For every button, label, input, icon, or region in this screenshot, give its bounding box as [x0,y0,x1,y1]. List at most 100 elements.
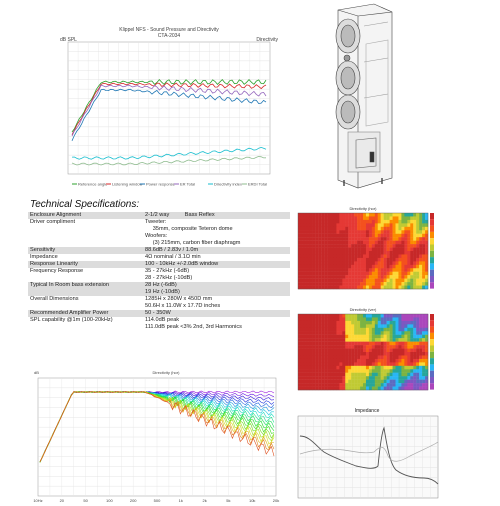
heat-cell [298,372,302,377]
heat-cell [416,240,420,245]
heat-cell [371,230,376,234]
heat-cell [371,254,376,259]
heat-cell [327,285,331,290]
heat-cell [315,278,319,283]
heat-cell [333,244,337,248]
heat-cell [306,271,311,276]
heat-cell [333,348,337,353]
heat-cell [309,383,313,387]
heat-cell [360,278,364,283]
heat-cell [300,345,305,349]
heat-cell [365,362,370,367]
heat-cell [365,247,370,252]
heat-cell [374,219,378,224]
heat-cell [389,268,393,272]
heat-cell [321,334,325,339]
heat-cell [404,219,408,224]
heat-cell [416,271,420,276]
impedance-grid [297,415,439,499]
heat-cell [413,233,417,238]
dir-curves [39,390,275,463]
heat-cell [386,223,390,228]
heat-cell [410,348,414,353]
heat-cell [407,386,411,391]
heat-cell [422,213,426,217]
heat-cell [312,226,316,231]
heat-cell [422,358,426,363]
heat-cell [300,282,305,286]
heat-cell [303,237,308,241]
heat-cell [330,237,334,241]
heat-cell [309,352,313,356]
heat-cell [410,355,414,360]
heat-cell [348,338,352,342]
heat-cell [306,230,311,234]
heat-cell [377,230,381,234]
heat-cell [351,352,355,356]
heat-cell [327,362,331,367]
heat-cell [351,386,355,391]
heat-cell [407,282,411,286]
heat-cell [339,254,343,259]
heat-cell [410,271,414,276]
heat-cell [345,233,349,238]
heat-cell [398,244,402,248]
heat-cell [360,352,364,356]
heat-cell [342,268,346,272]
heat-cell [306,285,311,290]
heat-cell [333,226,337,231]
heat-cell [401,386,405,391]
heat-cell [312,278,316,283]
heat-cell [410,254,414,259]
heat-cell [360,314,364,318]
heat-cell [312,244,316,248]
heat-cell [354,257,358,262]
heat-cell [348,341,352,346]
heat-cell [404,352,408,356]
heat-cell [318,331,322,335]
heat-cell [383,268,387,272]
heat-cell [425,213,429,217]
heat-cell [395,369,399,373]
heat-cell [363,331,367,335]
heat-cell [425,352,429,356]
heat-cell [333,268,337,272]
heat-cell [360,216,364,221]
heat-cell [368,247,373,252]
heat-cell [327,369,331,373]
heat-cell [345,268,349,272]
heat-cell [327,271,331,276]
heat-cell [410,362,414,367]
heat-cell [345,386,349,391]
heat-cell [380,314,384,318]
heat-cell [407,237,411,241]
heat-cell [357,327,361,332]
spl-curve [71,88,267,141]
heat-cell [383,383,387,387]
heat-cell [303,345,308,349]
heat-cell [380,268,384,272]
heat-cell [371,247,376,252]
heat-cell [327,348,331,353]
heat-cell [306,317,311,322]
heat-cell [407,341,411,346]
heat-cell [380,244,384,248]
heat-cell [425,327,429,332]
heat-cell [357,264,361,269]
heat-cell [309,226,313,231]
heat-cell [339,237,343,241]
heat-cell [395,345,399,349]
heat-cell [422,254,426,259]
heat-cell [351,362,355,367]
heat-cell [368,331,373,335]
heat-cell [425,275,429,279]
dir-x-tick: 200 [130,498,137,503]
heat-cell [377,237,381,241]
heat-cell [416,369,420,373]
heat-cell [404,358,408,363]
heat-cell [333,327,337,332]
heat-cell [351,383,355,387]
spec-label: Response Linearity [30,261,78,267]
heat-cell [422,355,426,360]
heat-cell [363,257,367,262]
